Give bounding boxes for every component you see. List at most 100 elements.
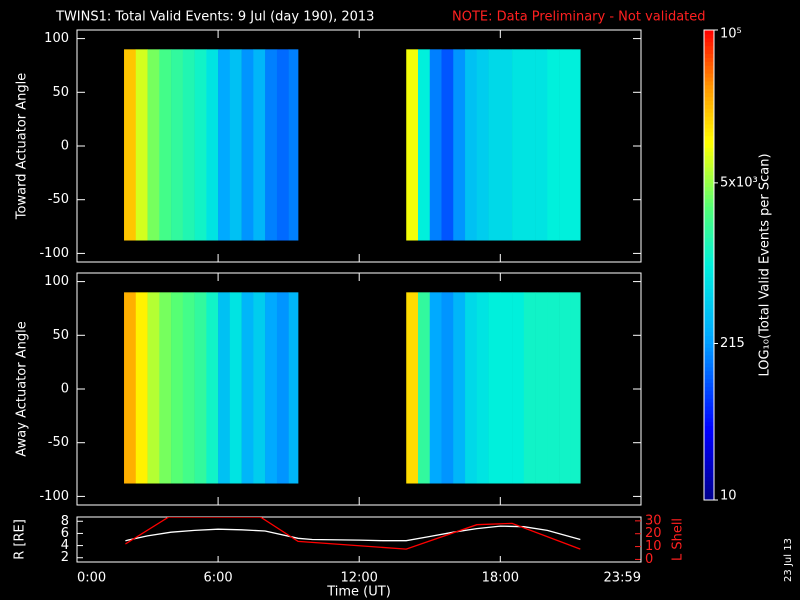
colorbar-swatch [704,296,714,301]
colorbar-swatch [704,304,714,309]
colorbar-swatch [704,194,714,199]
heatmap-cell [547,292,560,484]
colorbar-swatch [704,468,714,474]
heatmap-cell [253,292,266,484]
colorbar-swatch [704,284,714,289]
colorbar-swatch [704,112,714,117]
colorbar-swatch [704,84,714,90]
colorbar-swatch [704,382,714,387]
colorbar-swatch [704,171,714,176]
colorbar-swatch [704,390,714,395]
colorbar-swatch [704,57,714,62]
colorbar-swatch [704,237,714,242]
heatmap-cell [182,49,195,241]
colorbar-swatch [704,198,714,203]
colorbar-swatch [704,127,714,133]
heatmap-cell [288,292,299,484]
heatmap-cell [159,49,172,241]
colorbar-swatch [704,351,714,356]
colorbar-swatch [704,120,714,125]
heatmap-cell [547,49,560,241]
colorbar-swatch [704,331,714,336]
colorbar-swatch [704,210,714,215]
y-axis-label: R [RE] [13,519,28,560]
heatmap-cell [500,49,513,241]
heatmap-cell [218,49,231,241]
colorbar-swatch [704,159,714,164]
colorbar-swatch [704,386,714,391]
colorbar-swatch [704,167,714,172]
colorbar-swatch [704,221,714,227]
colorbar-swatch [704,100,714,105]
heatmap-cell [535,292,548,484]
heatmap-cell [453,292,466,484]
heatmap-cell [453,49,466,241]
colorbar-swatch [704,288,714,293]
colorbar-swatch [704,429,714,434]
colorbar-swatch [704,496,714,501]
y-tick-label: -50 [48,435,69,450]
colorbar-swatch [704,135,714,141]
title: TWINS1: Total Valid Events: 9 Jul (day 1… [55,10,374,25]
y-tick-label: -50 [48,192,69,207]
colorbar-swatch [704,374,714,380]
colorbar-frame [703,29,715,501]
colorbar-swatch [704,49,714,54]
heatmap-cell [417,49,431,241]
colorbar-swatch [704,45,714,51]
colorbar-swatch [704,69,714,74]
colorbar-swatch [704,272,714,278]
colorbar-swatch [704,124,714,129]
heatmap-cell [147,292,160,484]
colorbar-swatch [704,143,714,148]
colorbar-swatch [704,343,714,348]
colorbar-swatch [704,406,714,411]
colorbar-swatch [704,339,714,344]
heatmap-cell [182,292,195,484]
y-tick-label: -100 [39,246,69,261]
heatmap-cell [241,292,254,484]
colorbar-swatch [704,312,714,317]
heatmap-cell [429,292,442,484]
colorbar-swatch [704,472,714,477]
colorbar-swatch [704,292,714,297]
colorbar-swatch [704,280,714,286]
y-tick-label: 100 [44,31,69,46]
heatmap-cell [124,292,137,484]
heatmap-cell [159,292,172,484]
y2-tick-label: 10 [645,539,662,554]
heatmap-cell [512,292,525,484]
heatmap-cell [476,292,489,484]
colorbar-swatch [704,268,714,274]
y-tick-label: 4 [61,538,69,553]
colorbar-swatch [704,433,714,438]
heatmap-cell [206,292,219,484]
colorbar-swatch [704,370,714,376]
colorbar-swatch [704,229,714,235]
colorbar-tick-label: 5x10³ [720,175,758,190]
heatmap-cell [441,292,454,484]
colorbar-swatch [704,453,714,458]
colorbar-swatch [704,460,714,466]
colorbar-swatch [704,257,714,262]
heatmap-cell [570,292,581,484]
note: NOTE: Data Preliminary - Not validated [452,10,706,25]
colorbar-swatch [704,96,714,101]
colorbar-swatch [704,206,714,211]
colorbar-tick-label: 10 [720,489,737,504]
heatmap-cell [171,49,184,241]
y2-axis-label: L Shell [671,518,686,561]
colorbar-swatch [704,163,714,168]
colorbar-swatch [704,139,714,145]
colorbar-swatch [704,362,714,368]
colorbar-swatch [704,409,714,415]
colorbar-swatch [704,276,714,282]
y-tick-label: 2 [61,550,69,565]
heatmap-cell [288,49,299,241]
colorbar-swatch [704,249,714,254]
y-tick-label: 0 [61,139,69,154]
colorbar-swatch [704,104,714,109]
colorbar-swatch [704,73,714,78]
heatmap-cell [488,49,501,241]
